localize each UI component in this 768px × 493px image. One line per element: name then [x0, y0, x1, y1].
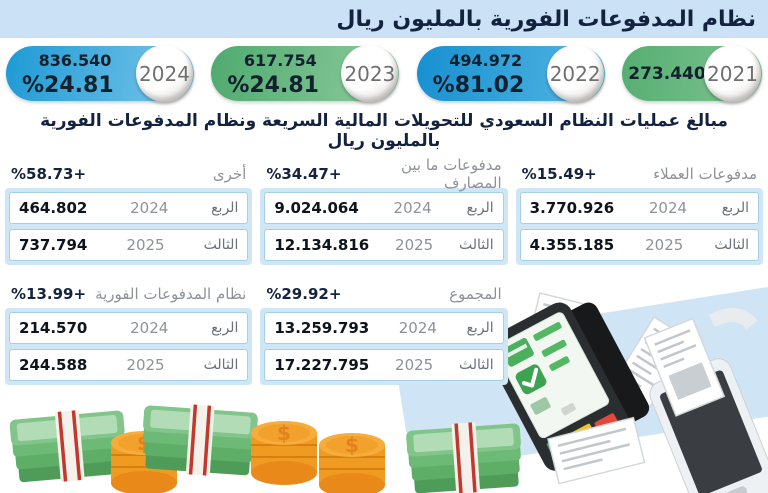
row-year: 2025 [395, 236, 434, 254]
period-label: الثالث [714, 237, 749, 253]
row-value: 3.770.926 [529, 199, 615, 217]
year-label: 2022 [546, 45, 604, 102]
row-year: 2024 [130, 319, 169, 337]
row-value: 12.134.816 [274, 236, 370, 254]
illustration-spacer [516, 279, 763, 385]
column-header: مدفوعات العملاء %15.49+ [516, 159, 763, 188]
period-label: الربع [466, 200, 494, 216]
growth-percent: %58.73+ [11, 164, 87, 183]
row-value: 464.802 [19, 199, 88, 217]
title-bar: نظام المدفوعات الفورية بالمليون ريال [0, 0, 768, 38]
subtitle: مبالغ عمليات النظام السعودي للتحويلات ال… [40, 111, 728, 151]
column-header: أخرى %58.73+ [5, 159, 252, 188]
column-customers: مدفوعات العملاء %15.49+ الربع 2024 3.770… [515, 159, 763, 265]
badge-percent: %24.81 [22, 73, 114, 98]
year-label: 2021 [703, 45, 761, 102]
year-label: 2023 [341, 45, 399, 102]
column-header: نظام المدفوعات الفورية %13.99+ [5, 279, 252, 308]
table-row: الربع 2024 464.802 [9, 192, 249, 224]
table-row: الثالث 2025 737.794 [9, 229, 249, 261]
period-label: الثالث [459, 237, 494, 253]
table-row: الربع 2024 214.570 [9, 312, 249, 344]
column-label: مدفوعات ما بين المصارف [400, 155, 502, 192]
growth-percent: %34.47+ [266, 164, 342, 183]
table-row: الربع 2024 13.259.793 [264, 312, 504, 344]
row-year: 2025 [645, 236, 684, 254]
page-title: نظام المدفوعات الفورية بالمليون ريال [336, 6, 756, 32]
rows-box: الربع 2024 13.259.793 الثالث 2025 17.227… [260, 308, 508, 385]
column-others: أخرى %58.73+ الربع 2024 464.802 الثالث 2… [5, 159, 253, 265]
period-label: الثالث [203, 357, 239, 373]
period-label: الربع [211, 320, 239, 336]
badge-value: 494.972 [449, 51, 523, 70]
comparison-table-1: مدفوعات العملاء %15.49+ الربع 2024 3.770… [0, 156, 768, 265]
year-badge-2022: 494.972 %81.02 2022 [416, 45, 605, 102]
rows-box: الربع 2024 464.802 الثالث 2025 737.794 [5, 188, 253, 265]
pos-terminal-illustration [484, 291, 768, 493]
column-label: المجموع [449, 284, 502, 303]
smartphone-icon [643, 317, 768, 493]
row-year: 2024 [393, 199, 432, 217]
comparison-table-2: المجموع %29.92+ الربع 2024 13.259.793 ال… [0, 279, 768, 385]
row-value: 13.259.793 [274, 319, 370, 337]
column-label: أخرى [212, 164, 247, 183]
table-row: الثالث 2025 4.355.185 [519, 229, 759, 261]
row-value: 17.227.795 [274, 356, 370, 374]
row-value: 244.588 [19, 356, 88, 374]
badge-value: 273.440 [628, 63, 706, 84]
table-row: الربع 2024 3.770.926 [519, 192, 759, 224]
row-year: 2025 [126, 236, 165, 254]
rows-box: الربع 2024 9.024.064 الثالث 2025 12.134.… [260, 188, 508, 265]
row-value: 214.570 [19, 319, 88, 337]
growth-percent: %29.92+ [266, 284, 342, 303]
table-row: الثالث 2025 12.134.816 [264, 229, 504, 261]
column-label: نظام المدفوعات الفورية [95, 284, 247, 303]
period-label: الثالث [459, 357, 494, 373]
column-total: المجموع %29.92+ الربع 2024 13.259.793 ال… [260, 279, 508, 385]
row-year: 2024 [398, 319, 437, 337]
table-row: الثالث 2025 244.588 [9, 349, 249, 381]
badge-value: 617.754 [243, 51, 317, 70]
year-label: 2024 [136, 45, 193, 102]
row-value: 4.355.185 [529, 236, 615, 254]
column-interbank: مدفوعات ما بين المصارف %34.47+ الربع 202… [260, 156, 508, 265]
growth-percent: %15.49+ [521, 164, 597, 183]
row-value: 9.024.064 [274, 199, 359, 217]
period-label: الثالث [203, 237, 239, 253]
table-row: الربع 2024 9.024.064 [264, 192, 504, 224]
period-label: الربع [721, 200, 749, 216]
period-label: الربع [466, 320, 494, 336]
badge-percent: %81.02 [432, 73, 525, 98]
row-year: 2024 [648, 199, 688, 217]
period-label: الربع [211, 200, 239, 216]
row-value: 737.794 [19, 236, 88, 254]
badge-value: 836.540 [38, 51, 112, 70]
year-badges-row: 836.540 %24.81 2024 617.754 %24.81 2023 … [0, 38, 768, 102]
year-badge-2021: 273.440 2021 [621, 45, 762, 102]
row-year: 2024 [130, 199, 169, 217]
growth-percent: %13.99+ [11, 284, 87, 303]
badge-percent: %24.81 [227, 73, 319, 98]
row-year: 2025 [126, 356, 165, 374]
column-header: المجموع %29.92+ [260, 279, 507, 308]
rows-box: الربع 2024 214.570 الثالث 2025 244.588 [5, 308, 253, 385]
table-row: الثالث 2025 17.227.795 [264, 349, 504, 381]
column-header: مدفوعات ما بين المصارف %34.47+ [260, 156, 507, 192]
year-badge-2024: 836.540 %24.81 2024 [6, 45, 194, 102]
column-label: مدفوعات العملاء [653, 164, 757, 183]
pos-terminal-icon [484, 302, 650, 471]
rows-box: الربع 2024 3.770.926 الثالث 2025 4.355.1… [515, 188, 763, 265]
year-badge-2023: 617.754 %24.81 2023 [211, 45, 400, 102]
row-year: 2025 [395, 356, 434, 374]
column-instant-payments: نظام المدفوعات الفورية %13.99+ الربع 202… [5, 279, 253, 385]
